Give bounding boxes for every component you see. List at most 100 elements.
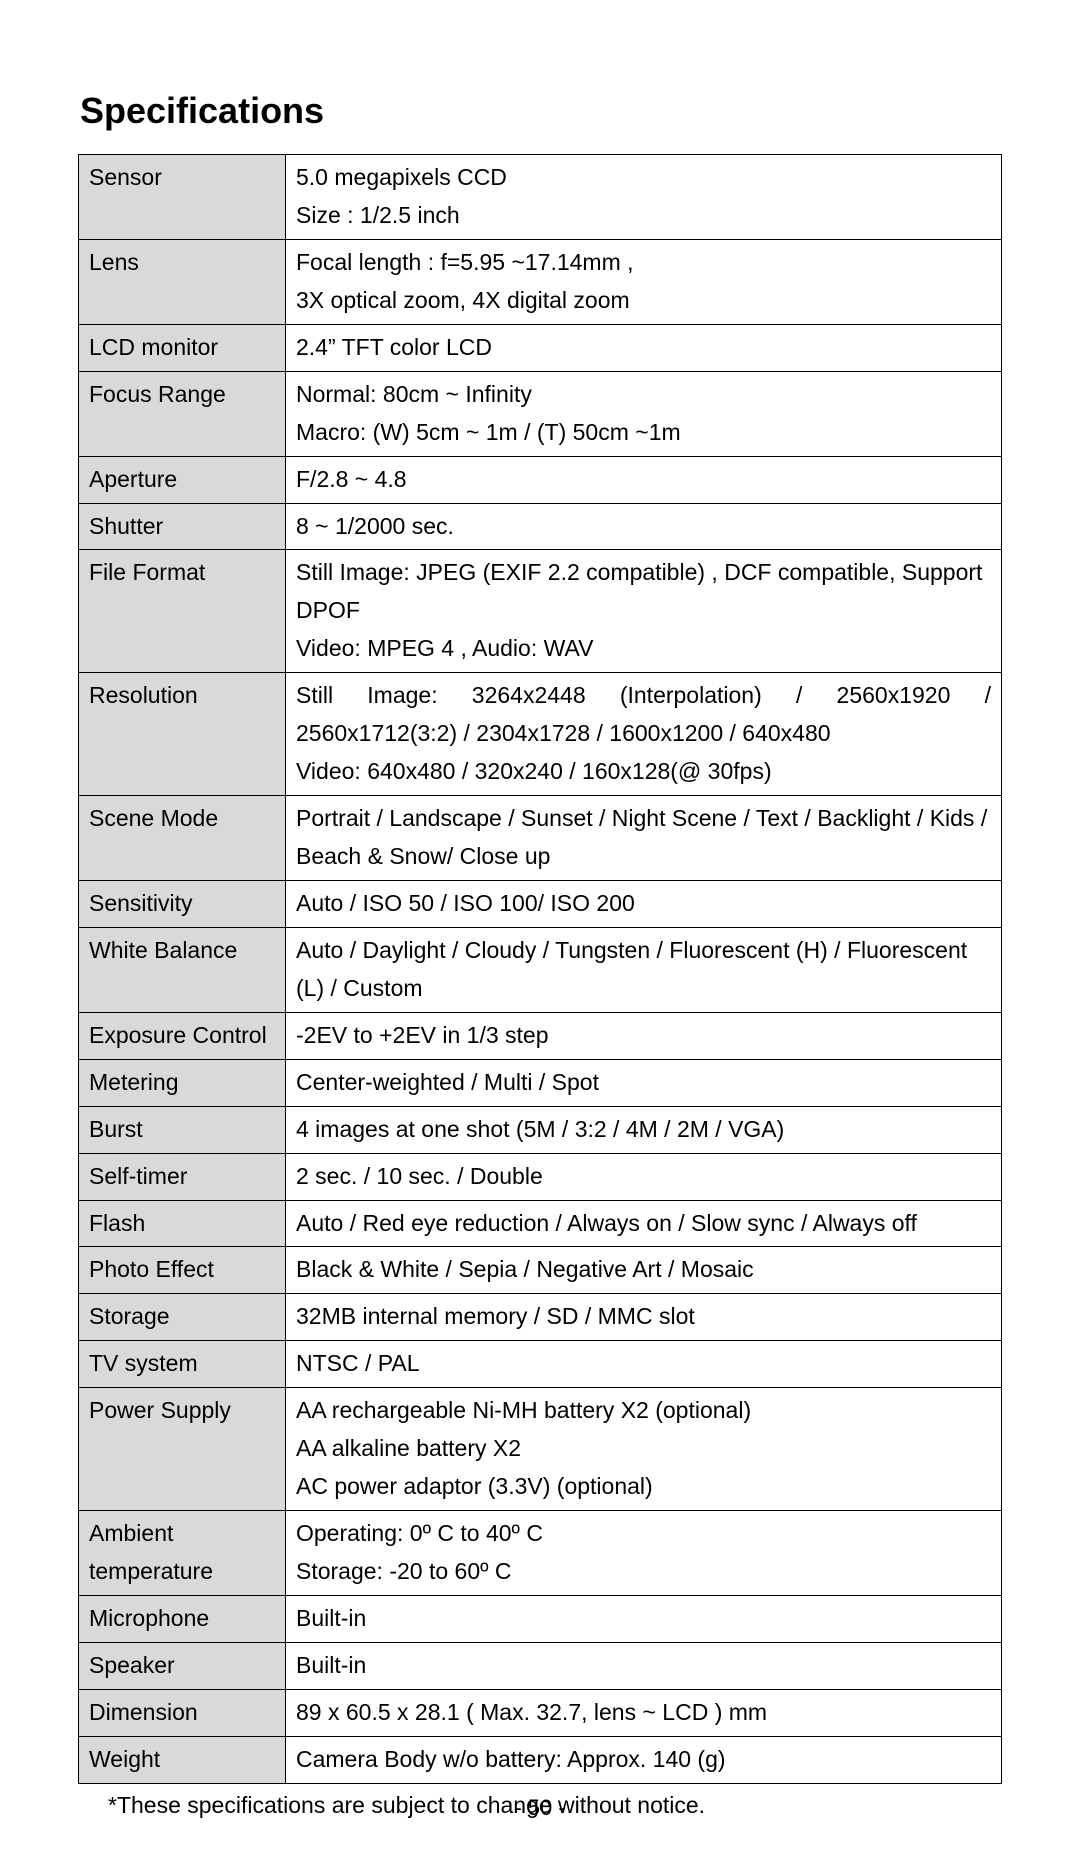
spec-value-line: Still Image: JPEG (EXIF 2.2 compatible) … — [296, 554, 991, 630]
spec-value-line: Auto / ISO 50 / ISO 100/ ISO 200 — [296, 885, 991, 923]
table-row: Exposure Control-2EV to +2EV in 1/3 step — [79, 1012, 1002, 1059]
spec-label: Shutter — [79, 503, 286, 550]
table-row: Flash Auto / Red eye reduction / Always o… — [79, 1200, 1002, 1247]
spec-value: Built-in — [286, 1642, 1002, 1689]
spec-label: Metering — [79, 1059, 286, 1106]
page: Specifications Sensor5.0 megapixels CCDS… — [0, 0, 1080, 1859]
spec-label: Resolution — [79, 673, 286, 796]
spec-value-line: F/2.8 ~ 4.8 — [296, 461, 991, 499]
spec-value-line: Size : 1/2.5 inch — [296, 197, 991, 235]
table-row: Power Supply AA rechargeable Ni-MH batter… — [79, 1388, 1002, 1511]
table-row: SensitivityAuto / ISO 50 / ISO 100/ ISO … — [79, 880, 1002, 927]
spec-value: Auto / ISO 50 / ISO 100/ ISO 200 — [286, 880, 1002, 927]
spec-value-line: Camera Body w/o battery: Approx. 140 (g) — [296, 1741, 991, 1779]
spec-value-line: 3X optical zoom, 4X digital zoom — [296, 282, 991, 320]
spec-value-line: Still Image: 3264x2448 (Interpolation) /… — [296, 677, 991, 753]
spec-value-line: 32MB internal memory / SD / MMC slot — [296, 1298, 991, 1336]
table-row: Speaker Built-in — [79, 1642, 1002, 1689]
spec-value-line: Focal length : f=5.95 ~17.14mm , — [296, 244, 991, 282]
spec-value-line: 4 images at one shot (5M / 3:2 / 4M / 2M… — [296, 1111, 991, 1149]
spec-label: Dimension — [79, 1689, 286, 1736]
spec-value: Black & White / Sepia / Negative Art / M… — [286, 1247, 1002, 1294]
spec-value-line: Video: MPEG 4 , Audio: WAV — [296, 630, 991, 668]
spec-label: Scene Mode — [79, 796, 286, 881]
spec-value: Built-in — [286, 1595, 1002, 1642]
spec-value: 4 images at one shot (5M / 3:2 / 4M / 2M… — [286, 1106, 1002, 1153]
spec-label: Weight — [79, 1736, 286, 1783]
table-row: Weight Camera Body w/o battery: Approx. 1… — [79, 1736, 1002, 1783]
spec-value-line: Normal: 80cm ~ Infinity — [296, 376, 991, 414]
table-row: MicrophoneBuilt-in — [79, 1595, 1002, 1642]
spec-value-line: 89 x 60.5 x 28.1 ( Max. 32.7, lens ~ LCD… — [296, 1694, 991, 1732]
spec-value: Portrait / Landscape / Sunset / Night Sc… — [286, 796, 1002, 881]
table-row: Self-timer2 sec. / 10 sec. / Double — [79, 1153, 1002, 1200]
spec-label: Lens — [79, 239, 286, 324]
spec-value: NTSC / PAL — [286, 1341, 1002, 1388]
table-row: Shutter 8 ~ 1/2000 sec. — [79, 503, 1002, 550]
spec-value-line: AA rechargeable Ni-MH battery X2 (option… — [296, 1392, 991, 1430]
spec-label: LCD monitor — [79, 324, 286, 371]
spec-label: Microphone — [79, 1595, 286, 1642]
table-row: File FormatStill Image: JPEG (EXIF 2.2 c… — [79, 550, 1002, 673]
spec-label: Self-timer — [79, 1153, 286, 1200]
spec-value-line: Storage: -20 to 60º C — [296, 1553, 991, 1591]
spec-label: Aperture — [79, 456, 286, 503]
spec-value: AA rechargeable Ni-MH battery X2 (option… — [286, 1388, 1002, 1511]
spec-value-line: AC power adaptor (3.3V) (optional) — [296, 1468, 991, 1506]
table-row: Burst 4 images at one shot (5M / 3:2 / 4M… — [79, 1106, 1002, 1153]
spec-label: Ambient temperature — [79, 1511, 286, 1596]
spec-value: Camera Body w/o battery: Approx. 140 (g) — [286, 1736, 1002, 1783]
table-row: Ambient temperatureOperating: 0º C to 40… — [79, 1511, 1002, 1596]
table-row: White BalanceAuto / Daylight / Cloudy / … — [79, 927, 1002, 1012]
spec-label: Burst — [79, 1106, 286, 1153]
page-title: Specifications — [80, 90, 1002, 132]
table-row: Metering Center-weighted / Multi / Spot — [79, 1059, 1002, 1106]
spec-value: Auto / Daylight / Cloudy / Tungsten / Fl… — [286, 927, 1002, 1012]
spec-value: Focal length : f=5.95 ~17.14mm ,3X optic… — [286, 239, 1002, 324]
spec-value: Auto / Red eye reduction / Always on / S… — [286, 1200, 1002, 1247]
spec-value-line: Built-in — [296, 1647, 991, 1685]
spec-value: 8 ~ 1/2000 sec. — [286, 503, 1002, 550]
table-row: Dimension 89 x 60.5 x 28.1 ( Max. 32.7, l… — [79, 1689, 1002, 1736]
spec-label: Storage — [79, 1294, 286, 1341]
spec-value-line: Black & White / Sepia / Negative Art / M… — [296, 1251, 991, 1289]
spec-value-line: 5.0 megapixels CCD — [296, 159, 991, 197]
spec-value-line: Macro: (W) 5cm ~ 1m / (T) 50cm ~1m — [296, 414, 991, 452]
spec-value: Operating: 0º C to 40º CStorage: -20 to … — [286, 1511, 1002, 1596]
spec-value: 5.0 megapixels CCDSize : 1/2.5 inch — [286, 155, 1002, 240]
spec-value: Normal: 80cm ~ InfinityMacro: (W) 5cm ~ … — [286, 371, 1002, 456]
table-row: Sensor5.0 megapixels CCDSize : 1/2.5 inc… — [79, 155, 1002, 240]
table-row: Scene ModePortrait / Landscape / Sunset … — [79, 796, 1002, 881]
spec-label: Photo Effect — [79, 1247, 286, 1294]
spec-label: Speaker — [79, 1642, 286, 1689]
spec-value-line: Portrait / Landscape / Sunset / Night Sc… — [296, 800, 991, 876]
spec-value-line: Center-weighted / Multi / Spot — [296, 1064, 991, 1102]
spec-value: 89 x 60.5 x 28.1 ( Max. 32.7, lens ~ LCD… — [286, 1689, 1002, 1736]
spec-value-line: Auto / Daylight / Cloudy / Tungsten / Fl… — [296, 932, 991, 1008]
spec-value: -2EV to +2EV in 1/3 step — [286, 1012, 1002, 1059]
spec-value: Still Image: JPEG (EXIF 2.2 compatible) … — [286, 550, 1002, 673]
spec-value-line: 8 ~ 1/2000 sec. — [296, 508, 991, 546]
table-row: Photo Effect Black & White / Sepia / Nega… — [79, 1247, 1002, 1294]
spec-label: Sensor — [79, 155, 286, 240]
spec-value: 2 sec. / 10 sec. / Double — [286, 1153, 1002, 1200]
spec-value-line: Operating: 0º C to 40º C — [296, 1515, 991, 1553]
spec-value-line: AA alkaline battery X2 — [296, 1430, 991, 1468]
spec-value-line: Auto / Red eye reduction / Always on / S… — [296, 1205, 991, 1243]
spec-value: 2.4” TFT color LCD — [286, 324, 1002, 371]
page-number: - 50 - — [0, 1795, 1080, 1821]
spec-value-line: -2EV to +2EV in 1/3 step — [296, 1017, 991, 1055]
spec-label: Focus Range — [79, 371, 286, 456]
spec-label: Flash — [79, 1200, 286, 1247]
table-row: ResolutionStill Image: 3264x2448 (Interp… — [79, 673, 1002, 796]
spec-value: Center-weighted / Multi / Spot — [286, 1059, 1002, 1106]
spec-label: White Balance — [79, 927, 286, 1012]
specifications-table: Sensor5.0 megapixels CCDSize : 1/2.5 inc… — [78, 154, 1002, 1784]
table-row: Storage 32MB internal memory / SD / MMC s… — [79, 1294, 1002, 1341]
spec-label: Power Supply — [79, 1388, 286, 1511]
table-row: Aperture F/2.8 ~ 4.8 — [79, 456, 1002, 503]
table-row: LCD monitor2.4” TFT color LCD — [79, 324, 1002, 371]
table-row: LensFocal length : f=5.95 ~17.14mm ,3X o… — [79, 239, 1002, 324]
spec-value: F/2.8 ~ 4.8 — [286, 456, 1002, 503]
spec-value: 32MB internal memory / SD / MMC slot — [286, 1294, 1002, 1341]
